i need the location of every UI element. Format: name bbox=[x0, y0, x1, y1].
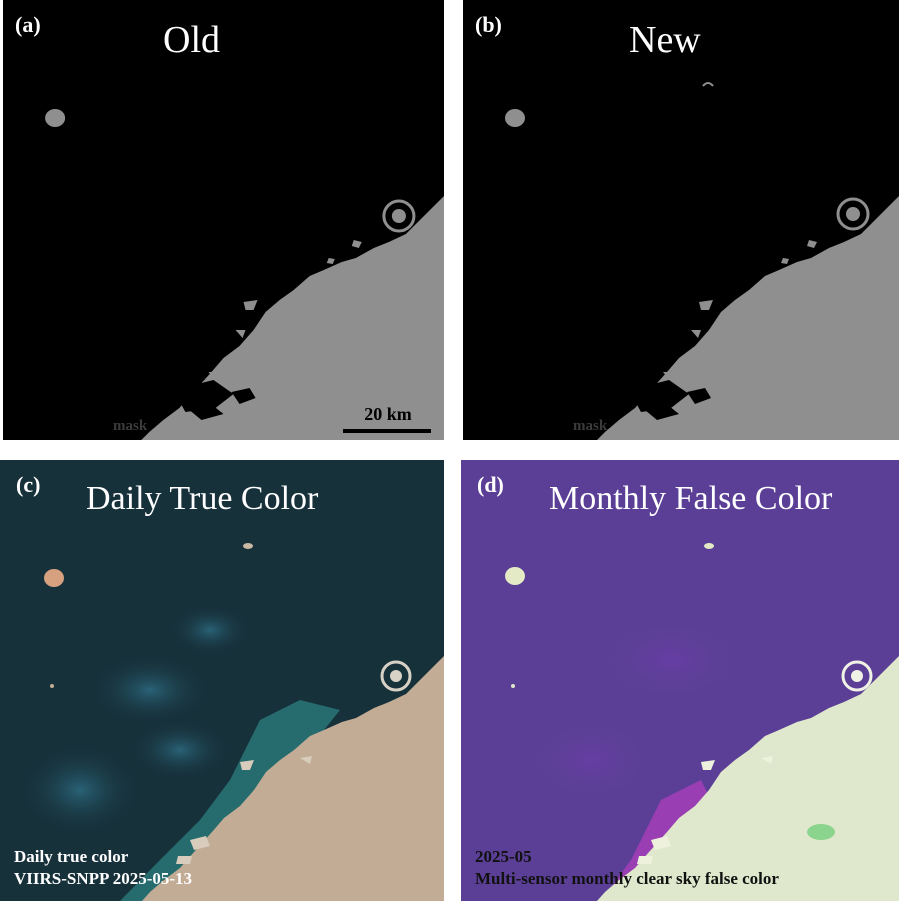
false-color-image bbox=[461, 460, 899, 901]
panel-letter: (c) bbox=[16, 472, 41, 497]
islet bbox=[702, 82, 714, 87]
caption-line-1: Daily true color bbox=[14, 847, 129, 866]
panel-a-old-mask: (a) Old mask 20 km bbox=[3, 0, 444, 440]
island bbox=[505, 567, 525, 585]
palm-island bbox=[382, 199, 416, 233]
image-caption: Daily true color VIIRS-SNPP 2025-05-13 bbox=[14, 846, 192, 890]
mask-label: mask bbox=[573, 418, 608, 434]
scale-bar: 20 km bbox=[343, 404, 433, 433]
shallow-water bbox=[120, 700, 340, 901]
panel-title: Monthly False Color bbox=[549, 480, 833, 517]
panel-c-daily-true-color: (c) Daily True Color Daily true color VI… bbox=[0, 460, 444, 901]
island bbox=[505, 109, 525, 127]
land-mask-map bbox=[3, 0, 444, 440]
true-color-image bbox=[0, 460, 444, 901]
panel-title: New bbox=[629, 19, 701, 61]
land-mask-map bbox=[463, 0, 899, 440]
panel-letter: (b) bbox=[475, 12, 502, 37]
panel-d-monthly-false-color: (d) Monthly False Color 2025-05 Multi-se… bbox=[461, 460, 899, 901]
land-region bbox=[597, 196, 899, 440]
image-caption: 2025-05 Multi-sensor monthly clear sky f… bbox=[475, 846, 779, 890]
panel-title: Daily True Color bbox=[86, 480, 319, 517]
scale-bar-label: 20 km bbox=[364, 404, 412, 424]
palm-island bbox=[380, 660, 412, 692]
island bbox=[45, 109, 66, 127]
caption-line-2: VIIRS-SNPP 2025-05-13 bbox=[14, 869, 193, 888]
panel-letter: (a) bbox=[15, 12, 41, 37]
land-region bbox=[141, 196, 444, 440]
palm-island bbox=[836, 197, 870, 231]
island bbox=[44, 569, 64, 587]
panel-letter: (d) bbox=[477, 472, 504, 497]
scale-bar-line bbox=[343, 429, 431, 433]
mask-label: mask bbox=[113, 418, 148, 434]
caption-line-2: Multi-sensor monthly clear sky false col… bbox=[475, 869, 779, 888]
palm-island bbox=[841, 660, 873, 692]
land-region bbox=[142, 656, 444, 901]
panel-title: Old bbox=[163, 19, 220, 61]
panel-b-new-mask: (b) New mask bbox=[463, 0, 899, 440]
caption-line-1: 2025-05 bbox=[475, 847, 532, 866]
